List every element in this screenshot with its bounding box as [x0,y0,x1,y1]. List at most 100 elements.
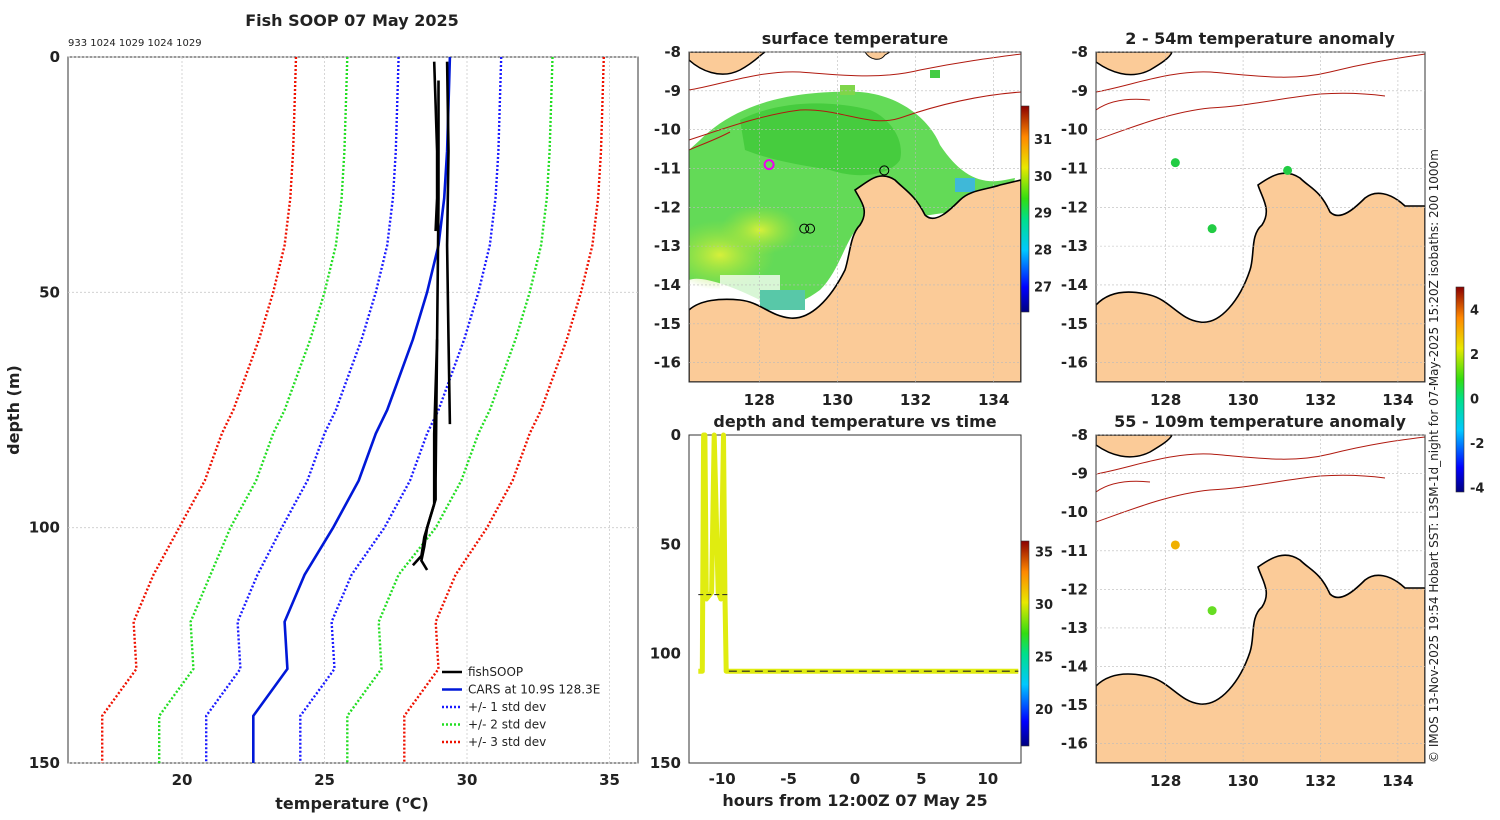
map-ytick-label: -9 [664,82,681,100]
timeseries-ytick-label: 50 [660,535,681,553]
sst-colorbar-ticks: 27 28 29 30 31 [1034,133,1052,295]
profile-fishsoop-line [432,61,439,232]
map-xtick-label: 130 [1227,391,1258,409]
legend-label: +/- 2 std dev [468,718,546,732]
sst-marker [763,159,775,171]
anomaly-shallow-panel: 2 - 54m temperature anomaly 128 130 132 134… [1061,29,1426,409]
map-ytick-label: -13 [1061,619,1088,637]
sst-field [689,70,1015,310]
profile-ytick-label: 150 [29,754,60,772]
map-ytick-label: -12 [1061,580,1088,598]
map-ytick-label: -15 [1061,696,1088,714]
map-xtick-label: 134 [1382,391,1413,409]
map-ytick-label: -10 [1061,503,1088,521]
timeseries-lines [698,432,1019,674]
profile-legend: fishSOOP CARS at 10.9S 128.3E +/- 1 std de… [442,665,600,749]
map-xtick-label: 132 [900,391,931,409]
map-ytick-label: -11 [1061,542,1088,560]
sst-grid [689,51,1021,382]
profile-std1-upper-line [299,56,503,763]
anomaly-point [1207,224,1217,234]
timeseries-xtick-label: 0 [850,770,860,788]
anomaly-colorbar [1455,286,1465,493]
sst-title: surface temperature [762,29,949,48]
sst-ticks: 128 130 132 134 -8 -9 -10 -11 -12 -13 -14 -15 -16 [654,43,1009,409]
anomaly-deep-ticks: 128 130 132 134 -8 -9 -10 -11 -12 -13 -14 -15 -16 [1061,426,1414,790]
timeseries-xtick-label: -10 [709,770,736,788]
sst-marker [805,223,816,234]
timeseries-axes-frame [688,434,1022,764]
sst-markers [763,159,890,234]
profile-ytick-label: 50 [39,283,60,301]
map-xtick-label: 130 [1227,772,1258,790]
anomaly-deep-points [1170,540,1217,616]
sst-colorbar-label: 30 [1034,170,1052,185]
anomaly-shallow-basemap [1096,52,1425,382]
profile-ids: 933 1024 1029 1024 1029 [68,38,202,49]
anomaly-colorbar-label: 2 [1470,348,1479,363]
map-ytick-label: -12 [654,198,681,216]
sst-land [689,52,1021,382]
anomaly-colorbar-label: -4 [1470,482,1484,497]
map-ytick-label: -11 [1061,159,1088,177]
anomaly-point [1283,165,1293,175]
map-ytick-label: -16 [654,354,681,372]
map-ytick-label: -8 [1071,426,1088,444]
timeseries-xtick-label: 10 [977,770,998,788]
map-ytick-label: -13 [654,237,681,255]
profile-std3-lower-line [100,56,298,763]
timeseries-temperature-trace [698,432,1019,674]
timeseries-colorbar-label: 30 [1035,598,1053,613]
profile-panel: Fish SOOP 07 May 2025 933 1024 1029 1024… [4,11,639,813]
map-ytick-label: -12 [1061,198,1088,216]
timeseries-title: depth and temperature vs time [713,412,996,431]
profile-cars-mean-line [252,56,452,763]
profile-fishsoop-line [445,61,452,425]
map-xtick-label: 128 [1150,772,1181,790]
anomaly-colorbar-ticks: -4 -2 0 2 4 [1470,303,1484,496]
timeseries-colorbar-label: 35 [1035,546,1053,561]
anomaly-colorbar-label: -2 [1470,437,1484,452]
profile-ylabel: depth (m) [4,365,23,455]
timeseries-colorbar-label: 25 [1035,651,1053,666]
map-xtick-label: 128 [744,391,775,409]
timeseries-xlabel: hours from 12:00Z 07 May 25 [722,791,987,810]
anomaly-shallow-grid [1096,51,1425,382]
legend-label: CARS at 10.9S 128.3E [468,683,600,697]
anomaly-deep-title: 55 - 109m temperature anomaly [1114,412,1406,431]
profile-ytick-label: 100 [29,519,60,537]
timeseries-panel: depth and temperature vs time -10 -5 0 5 100… [650,412,1053,810]
map-ytick-label: -9 [1071,82,1088,100]
timeseries-colorbar-ticks: 20 25 30 35 [1035,546,1053,719]
map-xtick-label: 132 [1305,391,1336,409]
map-ytick-label: -10 [1061,121,1088,139]
sst-colorbar [1020,105,1030,313]
sst-marker [879,165,890,176]
sst-colorbar-label: 28 [1034,243,1052,258]
timeseries-xtick-label: 5 [916,770,926,788]
profile-std2-upper-line [346,56,554,763]
map-xtick-label: 134 [978,391,1009,409]
anomaly-shallow-ticks: 128 130 132 134 -8 -9 -10 -11 -12 -13 -14 -15 -16 [1061,43,1414,409]
timeseries-ytick-label: 150 [650,754,681,772]
anomaly-shallow-title: 2 - 54m temperature anomaly [1125,29,1395,48]
profile-lines [100,56,605,763]
map-ytick-label: -15 [654,315,681,333]
profile-xtick-label: 30 [457,771,478,789]
map-xtick-label: 134 [1382,772,1413,790]
sst-colorbar-label: 27 [1034,280,1052,295]
sst-marker [799,223,810,234]
sst-colorbar-label: 29 [1034,207,1052,222]
timeseries-ytick-label: 100 [650,645,681,663]
anomaly-colorbar-label: 4 [1470,303,1479,318]
profile-grid [68,56,638,764]
profile-xtick-label: 25 [314,771,335,789]
map-ytick-label: -11 [654,159,681,177]
anomaly-shallow-points [1170,158,1293,234]
map-ytick-label: -8 [1071,43,1088,61]
anomaly-colorbar-label: 0 [1470,392,1479,407]
map-ytick-label: -8 [664,43,681,61]
timeseries-ytick-label: 0 [671,426,681,444]
map-ytick-label: -14 [1061,276,1088,294]
